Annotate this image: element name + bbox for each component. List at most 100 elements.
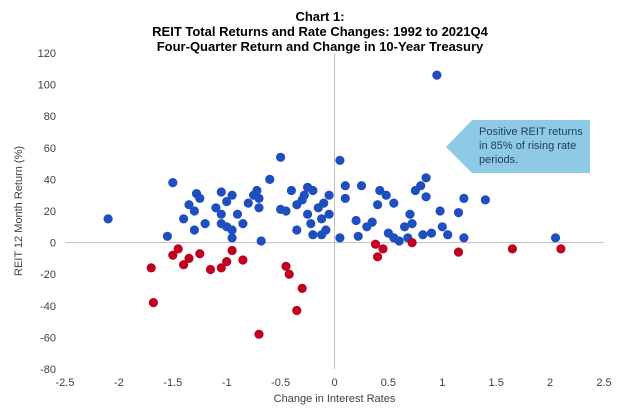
x-axis-label: Change in Interest Rates [274,393,396,405]
x-tick-label: 2.5 [596,377,611,389]
data-point-positive [394,236,404,246]
data-point-positive [426,228,437,238]
data-point-positive [232,209,243,219]
data-point-negative [556,244,566,254]
data-point-positive [227,225,237,235]
data-point-positive [238,219,248,229]
y-tick-label: 0 [50,238,56,250]
x-tick-label: -2 [114,377,124,389]
data-point-negative [179,260,189,270]
data-point-positive [443,230,453,240]
data-point-positive [459,233,469,243]
data-point-positive [319,198,329,208]
data-point-positive [550,233,561,243]
data-point-positive [227,233,237,243]
x-tick-label: 0 [331,377,337,389]
data-points [103,70,566,339]
data-point-positive [216,209,226,219]
chart-title-line-2: REIT Total Returns and Rate Changes: 199… [152,24,488,39]
data-point-positive [306,219,316,229]
x-tick-label: -0.5 [271,377,290,389]
data-point-negative [227,245,237,256]
data-point-positive [227,190,237,200]
data-point-positive [418,230,428,240]
data-point-negative [370,239,381,249]
data-point-negative [373,252,383,262]
data-point-positive [303,209,313,219]
data-point-positive [292,225,302,235]
data-point-positive [299,190,309,200]
data-point-negative [292,305,302,316]
data-point-negative [222,257,232,267]
data-point-positive [324,209,334,219]
data-point-negative [407,238,417,248]
data-point-positive [103,214,113,224]
data-point-positive [340,181,350,191]
data-point-positive [389,198,399,208]
callout: Positive REIT returns in 85% of rising r… [446,120,590,173]
data-point-positive [252,185,262,196]
chart-title-line-3: Four-Quarter Return and Change in 10-Yea… [156,39,484,54]
data-point-negative [453,247,464,257]
y-tick-label: -60 [40,332,56,344]
y-tick-label: 100 [38,80,56,92]
data-point-positive [421,192,431,202]
data-point-positive [453,208,464,218]
data-point-positive [416,181,426,191]
data-point-positive [189,206,199,216]
data-point-positive [381,190,391,200]
x-tick-label: -1.5 [163,377,182,389]
data-point-positive [286,185,296,196]
data-point-negative [148,298,158,308]
data-point-positive [200,219,210,229]
x-tick-label: 0.5 [381,377,396,389]
data-point-positive [353,231,363,241]
data-point-negative [184,253,194,263]
data-point-negative [216,263,226,273]
x-tick-label: -2.5 [56,377,75,389]
data-point-negative [238,255,248,265]
data-point-negative [378,244,388,254]
data-point-positive [367,217,377,227]
data-point-positive [375,185,385,196]
y-tick-label: 60 [44,143,56,155]
data-point-positive [317,214,327,224]
data-point-positive [435,206,445,216]
callout-text-line-1: Positive REIT returns [479,126,583,138]
data-point-positive [281,206,291,216]
data-point-negative [205,264,216,275]
data-point-negative [146,263,156,273]
data-point-positive [211,203,221,213]
data-point-positive [405,209,415,219]
data-point-negative [173,244,183,254]
data-point-negative [284,269,294,279]
data-point-positive [254,203,264,213]
data-point-positive [276,152,286,162]
data-point-positive [222,196,232,207]
data-point-positive [162,231,172,241]
data-point-positive [480,195,490,205]
data-point-positive [356,181,367,191]
data-point-negative [297,283,307,293]
callout-box [446,120,590,173]
y-tick-label: 20 [44,206,56,218]
callout-text-line-2: in 85% of rising rate [479,140,576,152]
data-point-positive [335,155,345,165]
x-tick-label: 2 [547,377,553,389]
data-point-positive [324,190,334,200]
data-point-positive [321,225,331,235]
data-point-positive [179,214,189,224]
data-point-positive [308,185,318,196]
data-point-positive [351,215,361,226]
chart-title-line-1: Chart 1: [295,9,345,24]
y-tick-label: 40 [44,174,56,186]
data-point-positive [421,173,431,183]
data-point-positive [189,225,199,235]
y-tick-label: -80 [40,364,56,376]
data-point-positive [184,200,194,210]
data-point-negative [254,329,264,339]
data-point-positive [308,230,318,240]
y-tick-label: 80 [44,111,56,123]
